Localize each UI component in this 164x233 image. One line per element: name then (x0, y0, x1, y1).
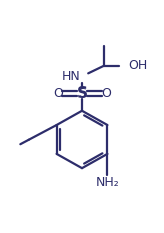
Text: O: O (53, 87, 63, 100)
Text: HN: HN (62, 70, 80, 83)
Text: OH: OH (129, 59, 148, 72)
Text: S: S (76, 86, 88, 101)
Text: S: S (78, 87, 86, 100)
Text: O: O (101, 87, 111, 100)
Text: NH₂: NH₂ (96, 176, 119, 189)
